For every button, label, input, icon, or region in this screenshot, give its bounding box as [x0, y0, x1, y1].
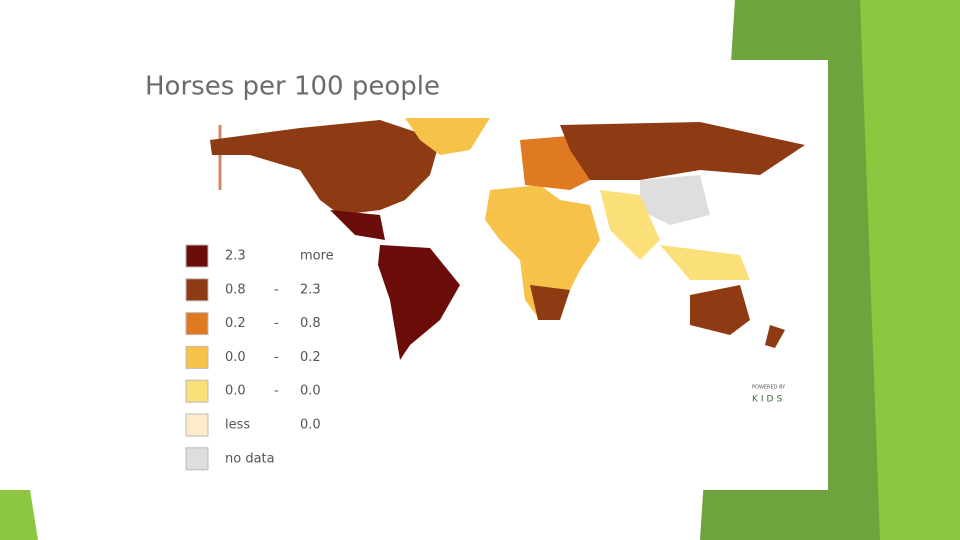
legend-dash: -: [274, 384, 279, 399]
legend-from: less: [225, 418, 250, 433]
logo-caption: POWERED BY: [752, 385, 786, 391]
legend-swatch: [185, 244, 209, 268]
legend-dash: -: [274, 316, 279, 331]
legend-from: 0.0: [225, 350, 246, 365]
legend-to: 0.8: [300, 316, 321, 331]
legend-from: 2.3: [225, 249, 246, 264]
legend-dash: -: [274, 282, 279, 297]
legend-from: 0.0: [225, 384, 246, 399]
legend-to: more: [300, 249, 334, 264]
legend-to: 0.0: [300, 384, 321, 399]
logo-name: KIDS: [752, 395, 785, 405]
legend-swatch: [185, 312, 209, 336]
legend-from: no data: [225, 451, 275, 466]
title: Horses per 100 people: [145, 72, 440, 102]
legend-swatch: [185, 345, 209, 369]
legend-from: 0.2: [225, 316, 246, 331]
legend-swatch: [185, 379, 209, 403]
legend-to: 0.0: [300, 418, 321, 433]
legend-swatch: [185, 447, 209, 471]
logo: POWERED BY KIDS: [752, 385, 786, 405]
legend-to: 0.2: [300, 350, 321, 365]
legend: 2.3 more 0.8 - 2.3 0.2 - 0.8 0.0 - 0.2 0.0 - 0.0 less 0…: [185, 244, 334, 471]
legend-swatch: [185, 413, 209, 437]
legend-from: 0.8: [225, 282, 246, 297]
world-map: [210, 118, 805, 360]
legend-to: 2.3: [300, 282, 321, 297]
legend-dash: -: [274, 350, 279, 365]
legend-swatch: [185, 278, 209, 302]
decor: [860, 0, 960, 540]
